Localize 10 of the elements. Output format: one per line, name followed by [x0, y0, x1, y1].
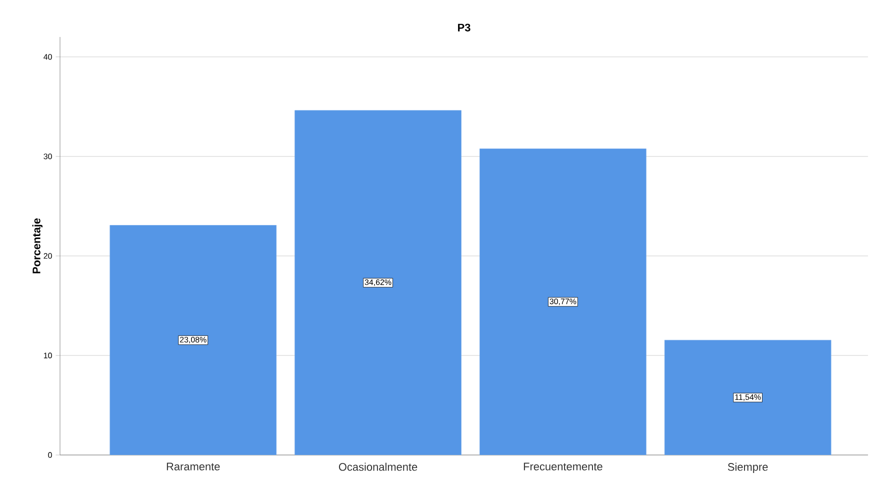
y-axis-title: Porcentaje	[32, 218, 43, 274]
x-tick-label: Raramente	[166, 462, 220, 470]
bar	[110, 225, 277, 455]
x-tick-label: Ocasionalmente	[338, 462, 418, 471]
bar	[480, 148, 646, 455]
bar	[664, 340, 832, 455]
x-tick-label: Frecuentemente	[524, 462, 602, 470]
x-tick-label: Siempre	[728, 462, 768, 473]
bar	[294, 110, 462, 455]
chart-title: P3	[458, 24, 470, 32]
